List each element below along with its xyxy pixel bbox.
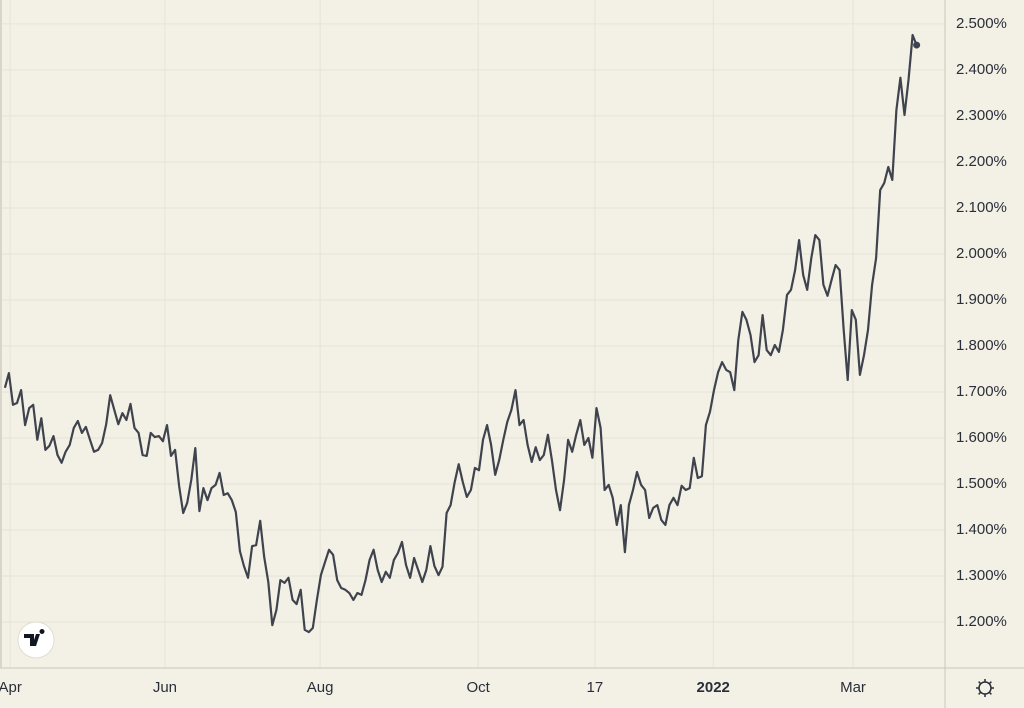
- y-tick-label: 2.200%: [956, 153, 1007, 170]
- price-line: [3, 33, 918, 634]
- y-tick-label: 2.500%: [956, 15, 1007, 32]
- x-tick-label: Apr: [0, 679, 22, 696]
- y-tick-label: 1.300%: [956, 567, 1007, 584]
- gear-teeth: [976, 679, 994, 697]
- logo-mark: [24, 628, 45, 646]
- y-tick-label: 1.900%: [956, 291, 1007, 308]
- x-tick-label: Mar: [840, 679, 866, 696]
- grid: [0, 0, 945, 668]
- y-tick-label: 1.600%: [956, 429, 1007, 446]
- left-edge: [0, 0, 2, 668]
- x-tick-label: Oct: [467, 679, 491, 696]
- y-tick-label: 1.500%: [956, 475, 1007, 492]
- x-tick-label: 2022: [697, 679, 730, 696]
- y-tick-label: 2.300%: [956, 107, 1007, 124]
- x-tick-label: Aug: [307, 679, 334, 696]
- last-point: [913, 41, 921, 49]
- x-tick-label: 17: [587, 679, 604, 696]
- y-tick-label: 1.200%: [956, 613, 1007, 630]
- y-tick-label: 1.700%: [956, 383, 1007, 400]
- x-tick-label: Jun: [153, 679, 177, 696]
- settings-icon[interactable]: [976, 679, 994, 697]
- tradingview-logo[interactable]: [17, 621, 55, 659]
- y-tick-label: 1.800%: [956, 337, 1007, 354]
- y-tick-label: 1.400%: [956, 521, 1007, 538]
- y-tick-label: 2.400%: [956, 61, 1007, 78]
- y-tick-label: 2.100%: [956, 199, 1007, 216]
- y-tick-label: 2.000%: [956, 245, 1007, 262]
